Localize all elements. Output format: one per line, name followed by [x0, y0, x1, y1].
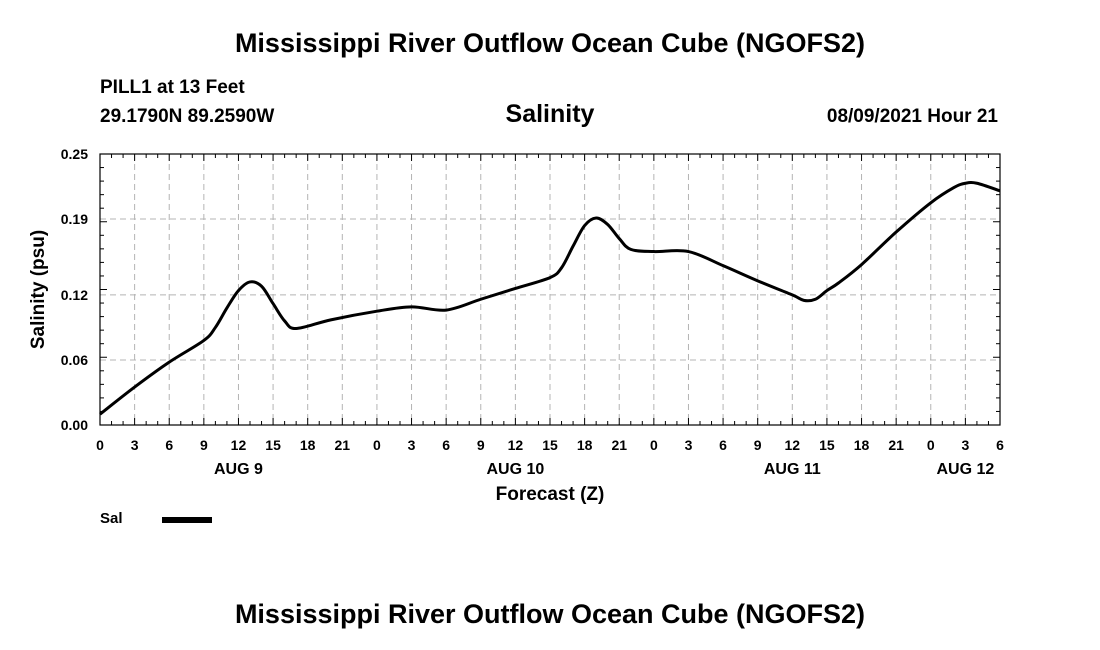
x-tick-label: 12 [785, 437, 801, 453]
x-day-label: AUG 9 [214, 461, 263, 478]
series-line-sal [99, 181, 1001, 416]
forecast-datetime: 08/09/2021 Hour 21 [826, 106, 998, 127]
x-tick-label: 12 [508, 437, 524, 453]
x-tick-label: 6 [442, 437, 450, 453]
y-tick-label: 0.00 [61, 417, 88, 433]
x-tick-label: 21 [335, 437, 351, 453]
x-tick-label: 6 [165, 437, 173, 453]
x-tick-label: 12 [231, 437, 247, 453]
x-tick-label: 9 [200, 437, 208, 453]
y-tick-label: 0.25 [61, 146, 88, 162]
x-axis-label: Forecast (Z) [496, 484, 605, 505]
x-day-label: AUG 12 [936, 461, 994, 478]
x-tick-label: 9 [754, 437, 762, 453]
x-tick-label: 21 [611, 437, 627, 453]
x-tick-label: 9 [477, 437, 485, 453]
variable-title: Salinity [505, 100, 595, 128]
y-tick-label: 0.19 [61, 211, 88, 227]
x-tick-label: 0 [96, 437, 104, 453]
x-day-label: AUG 11 [764, 461, 821, 478]
station-coords: 29.1790N 89.2590W [100, 106, 275, 127]
x-tick-label: 0 [927, 437, 935, 453]
x-tick-label: 6 [996, 437, 1004, 453]
y-tick-label: 0.12 [61, 287, 88, 303]
y-axis-label: Salinity (psu) [28, 230, 49, 349]
x-tick-label: 0 [373, 437, 381, 453]
x-tick-label: 15 [265, 437, 281, 453]
x-tick-label: 18 [577, 437, 593, 453]
x-tick-label: 3 [685, 437, 693, 453]
x-tick-label: 0 [650, 437, 658, 453]
x-tick-label: 18 [854, 437, 870, 453]
x-day-label: AUG 10 [486, 461, 544, 478]
x-tick-label: 15 [819, 437, 835, 453]
x-tick-label: 15 [542, 437, 558, 453]
chart-title-bottom: Mississippi River Outflow Ocean Cube (NG… [234, 599, 866, 629]
x-tick-label: 21 [888, 437, 904, 453]
legend-label: Sal [100, 510, 123, 527]
legend-line-swatch [162, 517, 212, 523]
x-tick-label: 3 [961, 437, 969, 453]
x-tick-label: 3 [131, 437, 139, 453]
x-tick-label: 3 [408, 437, 416, 453]
x-tick-label: 6 [719, 437, 727, 453]
y-tick-label: 0.06 [61, 352, 88, 368]
chart-title-top: Mississippi River Outflow Ocean Cube (NG… [234, 28, 866, 58]
x-tick-label: 18 [300, 437, 316, 453]
station-name: PILL1 at 13 Feet [100, 77, 245, 98]
